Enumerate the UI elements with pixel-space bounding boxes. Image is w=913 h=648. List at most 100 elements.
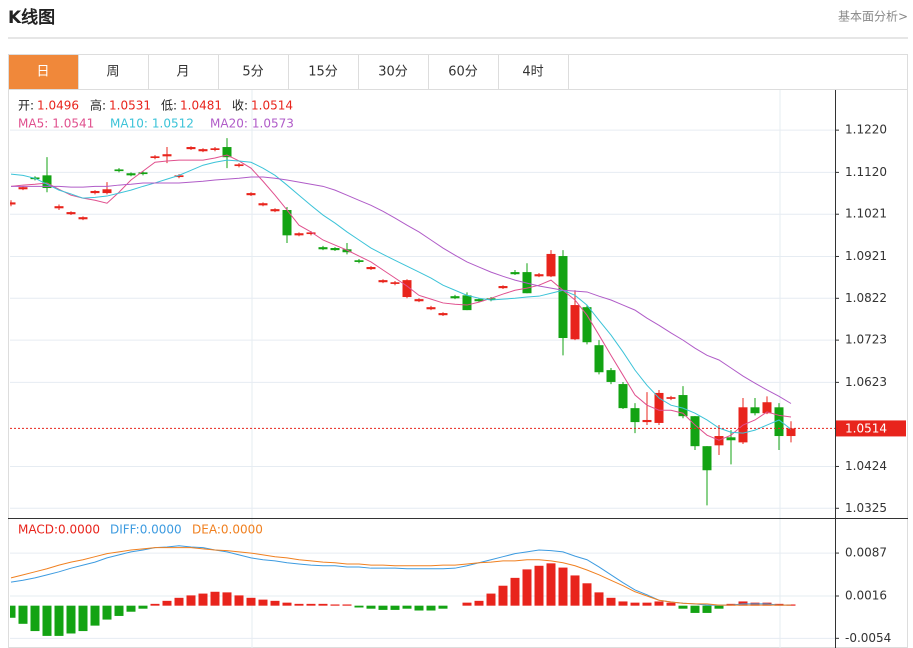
y-tick-label: 0.0016 bbox=[845, 589, 887, 603]
macd-bar bbox=[270, 600, 280, 606]
legend-value: 1.0512 bbox=[152, 117, 194, 131]
y-tick-label: 1.1120 bbox=[845, 165, 887, 179]
macd-bar bbox=[414, 605, 424, 611]
candle-body bbox=[10, 202, 16, 205]
macd-bar bbox=[210, 591, 220, 606]
macd-bar bbox=[438, 605, 448, 609]
candle-body bbox=[510, 272, 520, 275]
y-tick-label: -0.0054 bbox=[845, 631, 891, 645]
ma-line bbox=[10, 547, 791, 606]
tab[interactable] bbox=[498, 54, 569, 90]
macd-bar bbox=[654, 601, 664, 606]
macd-bar bbox=[198, 593, 208, 606]
candle-body bbox=[234, 164, 244, 167]
candle-body bbox=[678, 395, 688, 417]
macd-bar bbox=[498, 585, 508, 606]
macd-bar bbox=[186, 595, 196, 606]
ohlc-value: 1.0531 bbox=[109, 99, 151, 113]
candle-body bbox=[786, 428, 796, 437]
widget-title: K线图 bbox=[8, 7, 55, 28]
candle-body bbox=[162, 154, 172, 157]
candle-body bbox=[474, 299, 484, 302]
candle-body bbox=[330, 248, 340, 251]
candle-body bbox=[414, 299, 424, 302]
ohlc-label: 收: bbox=[232, 99, 248, 113]
candle-body bbox=[270, 209, 280, 212]
chart-frame bbox=[8, 54, 908, 648]
macd-bar bbox=[10, 605, 16, 618]
candle-body bbox=[606, 370, 616, 382]
macd-bar bbox=[582, 583, 592, 606]
macd-bar bbox=[78, 605, 88, 632]
candle-body bbox=[90, 190, 100, 194]
macd-bar bbox=[666, 602, 676, 606]
candle-body bbox=[126, 173, 136, 176]
tab-label[interactable]: 60分 bbox=[448, 65, 478, 80]
tab-label[interactable]: 周 bbox=[106, 65, 119, 80]
candle-body bbox=[138, 172, 148, 175]
ohlc-label: 开: bbox=[18, 99, 34, 113]
macd-bar bbox=[606, 597, 616, 606]
macd-bar bbox=[558, 567, 568, 606]
tab-label[interactable]: 30分 bbox=[378, 65, 408, 80]
macd-bar bbox=[234, 595, 244, 606]
candle-body bbox=[18, 187, 28, 190]
candle-body bbox=[318, 247, 328, 250]
candle-body bbox=[66, 212, 76, 215]
tab-label[interactable]: 15分 bbox=[308, 65, 338, 80]
candle-body bbox=[438, 313, 448, 316]
legend-label: MA20: bbox=[210, 117, 248, 131]
ma-line bbox=[10, 159, 792, 434]
macd-bar bbox=[30, 605, 40, 632]
tab[interactable] bbox=[358, 54, 429, 90]
candle-body bbox=[150, 156, 160, 159]
candle-body bbox=[726, 437, 736, 441]
macd-bar bbox=[246, 597, 256, 606]
last-price-label: 1.0514 bbox=[845, 421, 887, 435]
y-tick-label: 1.0424 bbox=[845, 459, 887, 473]
macd-bar bbox=[402, 605, 412, 609]
tab-label[interactable]: 日 bbox=[36, 65, 49, 80]
candle-body bbox=[114, 169, 124, 172]
candle-body bbox=[354, 260, 364, 262]
candle-body bbox=[462, 295, 472, 311]
macd-bar bbox=[390, 605, 400, 610]
macd-bar bbox=[534, 565, 544, 606]
macd-bar bbox=[678, 605, 688, 609]
ohlc-value: 1.0481 bbox=[180, 99, 222, 113]
candle-body bbox=[294, 233, 304, 236]
macd-bar bbox=[702, 605, 712, 613]
macd-bar bbox=[426, 605, 436, 611]
tab-label[interactable]: 5分 bbox=[242, 65, 263, 80]
macd-bar bbox=[42, 605, 52, 636]
candle-body bbox=[642, 419, 652, 423]
macd-bar bbox=[486, 593, 496, 606]
candle-body bbox=[558, 256, 568, 339]
y-tick-label: 1.0921 bbox=[845, 249, 887, 263]
candle-body bbox=[486, 298, 496, 300]
macd-bar bbox=[594, 592, 604, 606]
ohlc-value: 1.0514 bbox=[251, 99, 293, 113]
candle-body bbox=[402, 280, 412, 298]
tab-label[interactable]: 月 bbox=[176, 65, 189, 80]
macd-bar bbox=[630, 602, 640, 606]
fundamental-link[interactable]: 基本面分析> bbox=[838, 10, 908, 24]
tab-label[interactable]: 4时 bbox=[522, 65, 543, 80]
candle-body bbox=[534, 274, 544, 277]
macd-bar bbox=[546, 563, 556, 606]
candle-body bbox=[594, 345, 604, 373]
candle-body bbox=[498, 286, 508, 289]
ohlc-value: 1.0496 bbox=[37, 99, 79, 113]
legend-value: 1.0573 bbox=[252, 117, 294, 131]
candle-body bbox=[702, 446, 712, 471]
y-tick-label: 1.1021 bbox=[845, 207, 887, 221]
macd-bar bbox=[462, 602, 472, 606]
candle-body bbox=[690, 416, 700, 447]
macd-bar bbox=[522, 569, 532, 606]
macd-bar bbox=[258, 599, 268, 606]
candle-body bbox=[762, 402, 772, 414]
macd-legend: DIFF:0.0000 bbox=[110, 523, 182, 537]
tab[interactable] bbox=[78, 54, 149, 90]
candle-body bbox=[546, 253, 556, 277]
macd-bar bbox=[306, 603, 316, 606]
